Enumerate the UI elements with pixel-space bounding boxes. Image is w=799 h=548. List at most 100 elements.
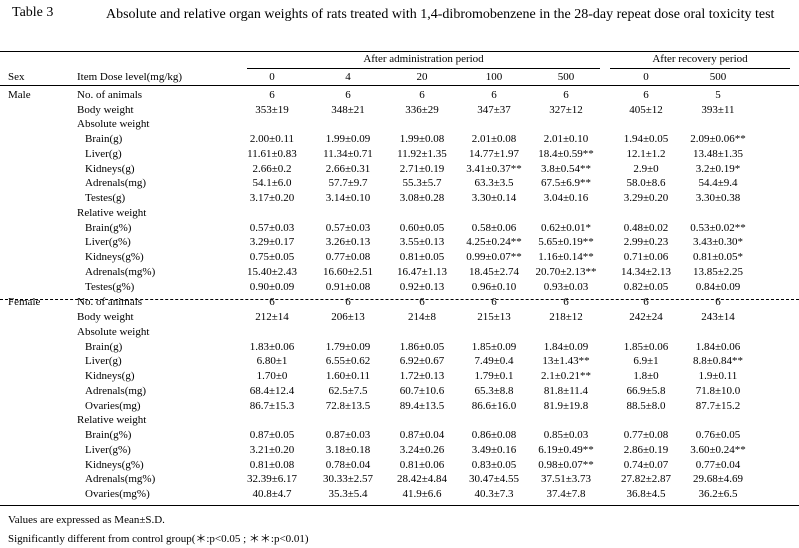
table-cell: 14.34±2.13 <box>620 265 672 278</box>
table-row: Brain(g%) 0.57±0.03 0.57±0.03 0.60±0.05 0.58… <box>0 221 799 236</box>
item-label: No. of animals <box>77 296 143 309</box>
table-cell: 89.4±13.5 <box>399 399 445 412</box>
table-cell: 2.01±0.08 <box>471 133 517 146</box>
table-cell: 1.85±0.09 <box>471 340 517 353</box>
table-cell: 2.99±0.23 <box>623 236 669 249</box>
table-cell: 6.55±0.62 <box>325 355 371 368</box>
table-cell: 0.75±0.05 <box>249 251 295 264</box>
table-cell: 6 <box>491 89 497 101</box>
table-cell: 405±12 <box>629 103 663 116</box>
dose-header-0: 0 <box>269 71 275 83</box>
item-label: Adrenals(mg%) <box>85 265 156 278</box>
table-cell: 68.4±12.4 <box>249 384 295 397</box>
table-cell: 63.3±3.5 <box>474 177 514 190</box>
table-cell: 0.96±0.10 <box>471 280 517 293</box>
table-cell: 0.98±0.07** <box>538 458 594 471</box>
item-label: Kidneys(g%) <box>85 251 144 264</box>
table-row: Ovaries(mg%) 40.8±4.7 35.3±5.4 41.9±6.6 40.3… <box>0 487 799 502</box>
table-cell: 28.42±4.84 <box>396 473 448 486</box>
table-cell: 1.16±0.14** <box>538 251 594 264</box>
table-cell: 3.04±0.16 <box>543 192 589 205</box>
table-cell: 6 <box>345 296 351 309</box>
table-cell: 212±14 <box>255 311 289 324</box>
table-cell: 3.55±0.13 <box>399 236 445 249</box>
table-cell: 0.74±0.07 <box>623 458 669 471</box>
footnote-significance: Significantly different from control gro… <box>8 533 309 545</box>
table-cell: 30.33±2.57 <box>322 473 374 486</box>
table-cell: 0.84±0.09 <box>695 280 741 293</box>
table-cell: 0.77±0.08 <box>623 429 669 442</box>
table-cell: 66.9±5.8 <box>626 384 666 397</box>
table-row: Kidneys(g%) 0.75±0.05 0.77±0.08 0.81±0.05 0.… <box>0 250 799 265</box>
table-bottom-rule <box>0 505 799 506</box>
group-rule-administration <box>247 68 600 69</box>
table-cell: 36.2±6.5 <box>698 487 738 500</box>
table-cell: 15.40±2.43 <box>246 265 298 278</box>
table-cell: 3.24±0.26 <box>399 443 445 456</box>
table-cell: 0.83±0.05 <box>471 458 517 471</box>
table-cell: 2.09±0.06** <box>690 133 746 146</box>
table-cell: 6.19±0.49** <box>538 443 594 456</box>
table-cell: 2.01±0.10 <box>543 133 589 146</box>
table-cell: 6 <box>269 89 275 101</box>
table-cell: 1.99±0.08 <box>399 133 445 146</box>
item-label: Absolute weight <box>77 325 150 338</box>
group-header-recovery: After recovery period <box>652 53 748 65</box>
item-label: Liver(g%) <box>85 443 131 456</box>
table-cell: 0.57±0.03 <box>249 221 295 234</box>
table-cell: 16.60±2.51 <box>322 265 374 278</box>
dose-header-6: 500 <box>709 71 727 83</box>
item-label: Relative weight <box>77 414 147 427</box>
table-cell: 32.39±6.17 <box>246 473 298 486</box>
table-cell: 393±11 <box>701 103 735 116</box>
table-cell: 54.4±9.4 <box>698 177 738 190</box>
table-cell: 243±14 <box>701 311 735 324</box>
table-row: Testes(g) 3.17±0.20 3.14±0.10 3.08±0.28 3.30… <box>0 191 799 206</box>
table-cell: 3.30±0.38 <box>695 192 741 205</box>
table-cell: 5.65±0.19** <box>538 236 594 249</box>
header-item: Item Dose level(mg/kg) <box>77 71 183 83</box>
table-cell: 0.87±0.04 <box>399 429 445 442</box>
table-cell: 6 <box>345 89 351 101</box>
dose-header-5: 0 <box>643 71 649 83</box>
table-cell: 1.72±0.13 <box>399 370 445 383</box>
table-row: Testes(g%) 0.90±0.09 0.91±0.08 0.92±0.13 0.9… <box>0 280 799 295</box>
table-cell: 0.87±0.05 <box>249 429 295 442</box>
table-cell: 0.62±0.01* <box>540 221 592 234</box>
table-cell: 6 <box>491 296 497 309</box>
table-cell: 3.21±0.20 <box>249 443 295 456</box>
table-cell: 86.6±16.0 <box>471 399 517 412</box>
item-label: Relative weight <box>77 206 147 219</box>
table-cell: 16.47±1.13 <box>396 265 448 278</box>
table-cell: 1.83±0.06 <box>249 340 295 353</box>
table-cell: 0.82±0.05 <box>623 280 669 293</box>
table-row: Adrenals(mg%) 32.39±6.17 30.33±2.57 28.42±4… <box>0 472 799 487</box>
table-cell: 0.81±0.05* <box>692 251 744 264</box>
table-cell: 6 <box>715 296 721 309</box>
table-cell: 8.8±0.84** <box>692 355 744 368</box>
item-label: Adrenals(mg) <box>85 384 147 397</box>
table-cell: 0.81±0.05 <box>399 251 445 264</box>
table-cell: 3.26±0.13 <box>325 236 371 249</box>
table-row: Adrenals(mg) 68.4±12.4 62.5±7.5 60.7±10.6 65… <box>0 384 799 399</box>
table-cell: 13.48±1.35 <box>692 147 744 160</box>
table-cell: 2.00±0.11 <box>249 133 295 146</box>
table-cell: 3.08±0.28 <box>399 192 445 205</box>
dose-header-4: 500 <box>557 71 575 83</box>
table-cell: 37.4±7.8 <box>546 487 586 500</box>
table-cell: 3.60±0.24** <box>690 443 746 456</box>
table-cell: 0.78±0.04 <box>325 458 371 471</box>
table-cell: 0.86±0.08 <box>471 429 517 442</box>
table-cell: 81.9±19.8 <box>543 399 589 412</box>
table-cell: 60.7±10.6 <box>399 384 445 397</box>
table-cell: 0.81±0.08 <box>249 458 295 471</box>
table-cell: 0.77±0.04 <box>695 458 741 471</box>
table-cell: 62.5±7.5 <box>328 384 368 397</box>
table-row: Liver(g%) 3.29±0.17 3.26±0.13 3.55±0.13 4.25… <box>0 235 799 250</box>
table-cell: 3.2±0.19* <box>695 162 741 175</box>
table-cell: 35.3±5.4 <box>328 487 368 500</box>
table-cell: 0.81±0.06 <box>399 458 445 471</box>
item-label: Liver(g) <box>85 147 122 160</box>
table-cell: 1.94±0.05 <box>623 133 669 146</box>
table-cell: 67.5±6.9** <box>540 177 592 190</box>
